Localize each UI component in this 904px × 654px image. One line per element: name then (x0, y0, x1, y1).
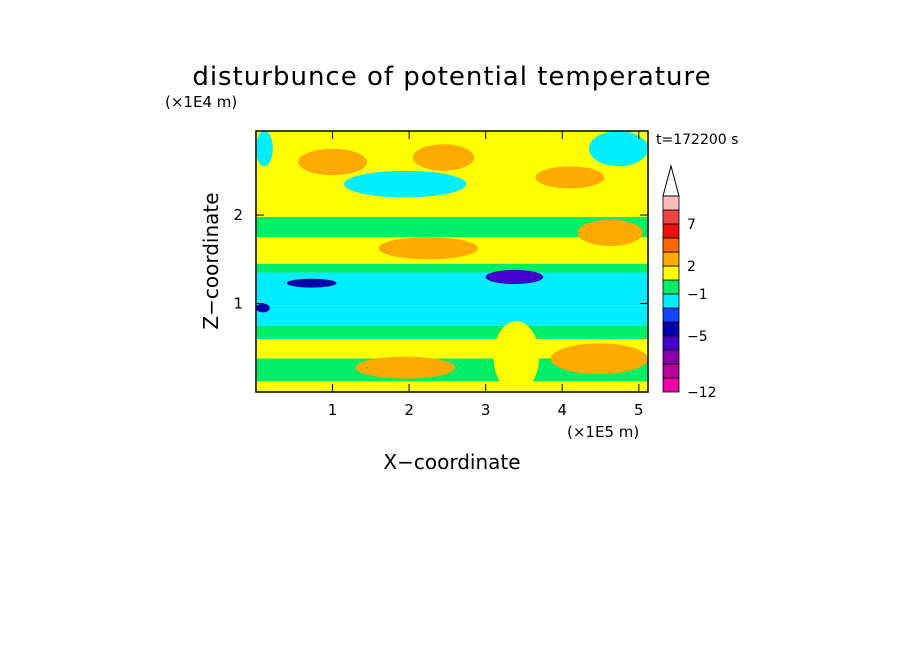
colorbar-segment (662, 349, 680, 365)
x-tick-label: 5 (634, 401, 644, 419)
chart-title: disturbunce of potential temperature (192, 62, 711, 92)
x-tick-label: 4 (557, 401, 567, 419)
field-band (256, 381, 648, 392)
colorbar-segment (662, 223, 680, 239)
time-label: t=172200 s (656, 132, 738, 148)
field-patch (355, 356, 456, 379)
colorbar-tick-label: 2 (687, 259, 696, 275)
y-axis-ticks: 12 (233, 206, 648, 313)
y-unit-label: (×1E4 m) (165, 93, 237, 111)
field-patch (493, 321, 540, 392)
colorbar-segment (662, 195, 680, 211)
x-tick-label: 2 (404, 401, 414, 419)
field-patch (344, 170, 467, 198)
field-band (256, 216, 648, 238)
field-band (256, 305, 648, 326)
colorbar-segment (662, 251, 680, 267)
y-tick-label: 1 (233, 295, 243, 313)
colorbar-segment (662, 279, 680, 295)
x-axis-label: X−coordinate (383, 450, 520, 474)
field-patch (256, 303, 270, 313)
colorbar-tick-label: −12 (687, 385, 717, 401)
colorbar-segment (662, 321, 680, 337)
y-axis-label: Z−coordinate (199, 192, 223, 329)
field-patch (589, 131, 648, 167)
y-tick-label: 2 (233, 206, 243, 224)
field-band (256, 272, 648, 306)
field-patch (485, 269, 544, 285)
field-patch (550, 343, 648, 375)
field-band (256, 338, 648, 359)
x-tick-label: 1 (328, 401, 338, 419)
colorbar-segment (662, 209, 680, 225)
field-patch (378, 237, 479, 260)
field-patch (286, 278, 337, 288)
colorbar: 7 2 −1 −5 −12 (662, 164, 717, 401)
plot-frame (255, 130, 649, 393)
field-patch (256, 131, 273, 167)
colorbar-segment (662, 307, 680, 323)
colorbar-segment (662, 293, 680, 309)
colorbar-tick-label: 7 (687, 217, 696, 233)
colorbar-segment (662, 335, 680, 351)
field-patch (412, 144, 475, 171)
colorbar-tick-label: −5 (687, 329, 708, 345)
colorbar-segment (662, 363, 680, 379)
colorbar-segment (662, 265, 680, 281)
contour-field (256, 131, 648, 392)
field-patch (535, 166, 605, 189)
x-axis-ticks: 1 2 3 4 5 (328, 131, 644, 419)
colorbar-extend-arrow (662, 164, 680, 197)
colorbar-segment (662, 377, 680, 393)
field-band (256, 325, 648, 339)
field-patch (298, 148, 368, 176)
field-band (256, 263, 648, 273)
field-patch (577, 219, 643, 247)
colorbar-tick-label: −1 (687, 287, 708, 303)
field-band (256, 192, 648, 217)
x-unit-label: (×1E5 m) (567, 423, 639, 441)
colorbar-segment (662, 237, 680, 253)
x-tick-label: 3 (481, 401, 491, 419)
